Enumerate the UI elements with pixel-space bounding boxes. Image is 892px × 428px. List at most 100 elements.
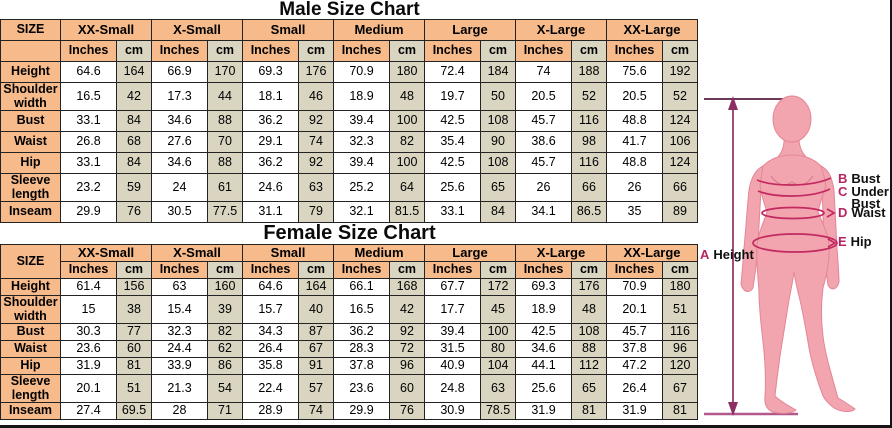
value-inches: 22.4 — [242, 374, 299, 403]
size-group-header: Small — [242, 19, 334, 41]
value-inches: 33.9 — [151, 357, 208, 375]
value-inches: 15.7 — [242, 295, 299, 324]
value-cm: 116 — [662, 323, 698, 341]
value-cm: 61 — [207, 173, 243, 202]
value-cm: 100 — [480, 323, 516, 341]
label-text-hip: Hip — [850, 234, 872, 249]
value-cm: 106 — [662, 131, 698, 153]
value-cm: 96 — [662, 340, 698, 358]
value-cm: 66 — [571, 173, 607, 202]
value-inches: 25.6 — [515, 374, 572, 403]
body-figure-illustration — [704, 95, 856, 416]
size-group-header: X-Large — [515, 19, 607, 41]
value-cm: 88 — [571, 340, 607, 358]
value-cm: 42 — [116, 82, 152, 111]
size-group-header: XX-Small — [60, 244, 152, 262]
value-cm: 51 — [662, 295, 698, 324]
value-cm: 42 — [389, 295, 425, 324]
value-inches: 66.1 — [333, 278, 390, 296]
value-cm: 81 — [571, 402, 607, 420]
label-text-waist: Waist — [851, 205, 886, 220]
size-group-header: Medium — [333, 244, 425, 262]
value-inches: 21.3 — [151, 374, 208, 403]
value-inches: 64.6 — [242, 278, 299, 296]
size-header-spacer — [0, 40, 61, 62]
row-label: Shoulder width — [0, 295, 61, 324]
value-inches: 32.3 — [333, 131, 390, 153]
value-cm: 64 — [389, 173, 425, 202]
value-inches: 26 — [515, 173, 572, 202]
value-inches: 31.9 — [60, 357, 117, 375]
size-group-header: Small — [242, 244, 334, 262]
value-inches: 26.8 — [60, 131, 117, 153]
label-letter-a: A — [700, 247, 710, 262]
body-silhouette — [740, 95, 856, 414]
value-cm: 170 — [207, 61, 243, 83]
value-inches: 61.4 — [60, 278, 117, 296]
height-arrow — [704, 96, 798, 416]
row-label: Hip — [0, 357, 61, 375]
value-cm: 176 — [571, 278, 607, 296]
value-cm: 116 — [571, 152, 607, 174]
value-cm: 180 — [662, 278, 698, 296]
value-inches: 23.6 — [333, 374, 390, 403]
value-inches: 70.9 — [333, 61, 390, 83]
value-cm: 124 — [662, 110, 698, 132]
value-cm: 63 — [480, 374, 516, 403]
value-inches: 39.4 — [424, 323, 481, 341]
value-cm: 52 — [571, 82, 607, 111]
value-cm: 104 — [480, 357, 516, 375]
value-inches: 16.5 — [60, 82, 117, 111]
value-cm: 65 — [480, 173, 516, 202]
waist-line — [761, 206, 825, 220]
unit-header-cm: cm — [480, 40, 516, 62]
value-inches: 30.9 — [424, 402, 481, 420]
label-letter-e: E — [838, 234, 847, 249]
measurement-lines — [752, 177, 838, 253]
value-inches: 27.4 — [60, 402, 117, 420]
value-inches: 34.6 — [151, 110, 208, 132]
value-inches: 34.1 — [515, 201, 572, 223]
unit-header-cm: cm — [571, 40, 607, 62]
value-inches: 20.5 — [606, 82, 663, 111]
value-inches: 31.9 — [515, 402, 572, 420]
unit-header-inches: Inches — [151, 40, 208, 62]
measurement-row: Sleeve length 23.2 59 24 61 24.6 63 25.2 64 25.6 6… — [0, 173, 698, 202]
under-bust-line — [757, 188, 831, 197]
value-cm: 63 — [298, 173, 334, 202]
value-inches: 42.5 — [424, 110, 481, 132]
unit-header-cm: cm — [207, 40, 243, 62]
value-inches: 35.4 — [424, 131, 481, 153]
value-inches: 69.3 — [242, 61, 299, 83]
unit-header-cm: cm — [116, 40, 152, 62]
value-cm: 188 — [571, 61, 607, 83]
row-label: Height — [0, 61, 61, 83]
row-label: Inseam — [0, 201, 61, 223]
value-cm: 86 — [207, 357, 243, 375]
size-group-header: Large — [424, 19, 516, 41]
hip-pointer-chevron — [827, 238, 837, 248]
value-inches: 32.1 — [333, 201, 390, 223]
value-cm: 74 — [298, 131, 334, 153]
value-cm: 67 — [662, 374, 698, 403]
value-cm: 92 — [298, 152, 334, 174]
value-inches: 45.7 — [606, 323, 663, 341]
value-cm: 108 — [480, 110, 516, 132]
value-inches: 19.7 — [424, 82, 481, 111]
value-cm: 90 — [480, 131, 516, 153]
unit-header-inches: Inches — [515, 40, 572, 62]
value-inches: 17.3 — [151, 82, 208, 111]
value-inches: 37.8 — [606, 340, 663, 358]
value-cm: 77 — [116, 323, 152, 341]
value-cm: 80 — [480, 340, 516, 358]
value-inches: 15 — [60, 295, 117, 324]
size-column-header: SIZE — [0, 19, 61, 41]
figure-label-height: A Height — [700, 247, 754, 262]
value-inches: 37.8 — [333, 357, 390, 375]
value-inches: 30.5 — [151, 201, 208, 223]
value-cm: 62 — [207, 340, 243, 358]
value-inches: 63 — [151, 278, 208, 296]
value-inches: 31.9 — [606, 402, 663, 420]
value-inches: 15.4 — [151, 295, 208, 324]
unit-header-inches: Inches — [242, 261, 299, 279]
